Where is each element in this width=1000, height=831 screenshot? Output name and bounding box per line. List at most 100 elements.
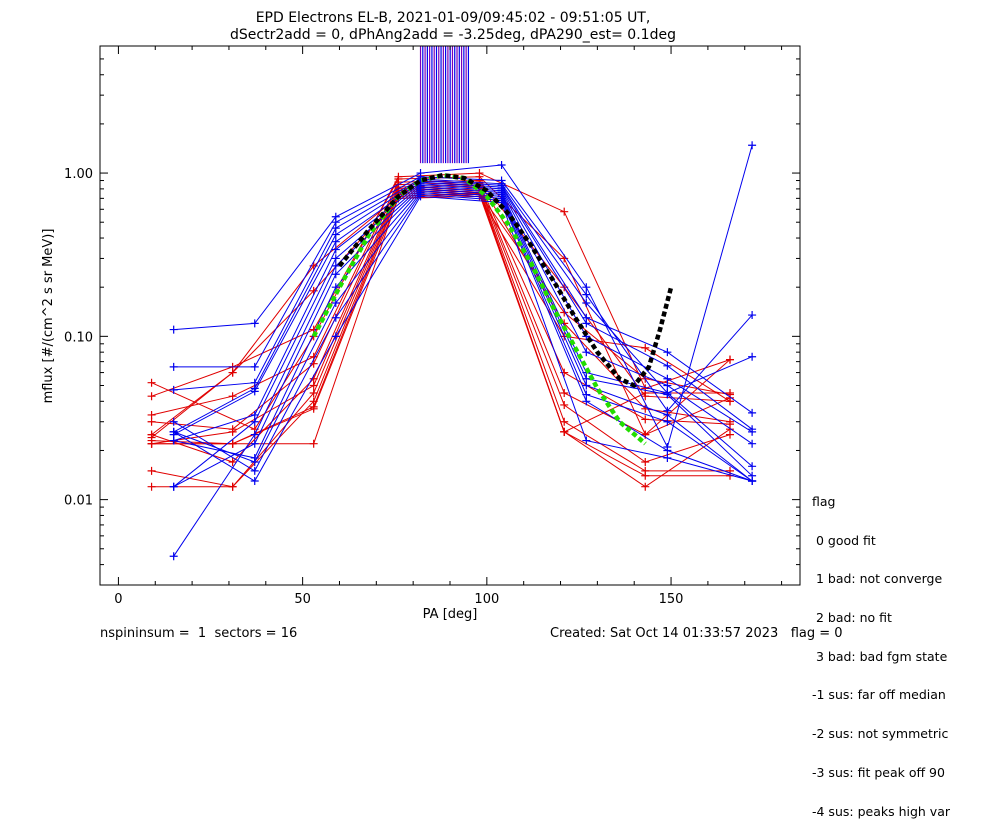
red-data-point (147, 392, 156, 401)
blue-data-point (748, 352, 757, 361)
blue-data-point (250, 417, 259, 426)
blue-data-point (250, 319, 259, 328)
blue-data-point (331, 299, 340, 308)
red-series-line (151, 191, 731, 488)
blue-data-point (663, 381, 672, 390)
y-tick-label: 0.10 (64, 330, 93, 345)
blue-data-point (663, 453, 672, 462)
red-data-point (726, 425, 734, 434)
blue-data-point (169, 427, 178, 436)
red-data-point (560, 427, 569, 436)
chart: EPD Electrons EL-B, 2021-01-09/09:45:02 … (41, 10, 801, 622)
blue-data-point (582, 348, 591, 357)
blue-data-point (663, 348, 672, 357)
x-tick-label: 0 (114, 592, 122, 607)
red-data-point (309, 404, 318, 413)
blue-series-line (173, 188, 753, 488)
blue-data-point (169, 362, 178, 371)
red-series-line (151, 193, 730, 445)
legend-item: -3 sus: fit peak off 90 (812, 764, 945, 780)
blue-data-point (582, 283, 591, 292)
red-data-point (228, 482, 237, 491)
legend-item: 1 bad: not converge (812, 571, 943, 587)
red-data-point (228, 427, 237, 436)
red-series-line (151, 184, 731, 445)
red-data-point (147, 482, 156, 491)
blue-data-point (582, 299, 591, 308)
blue-data-point (331, 230, 340, 239)
footer-created-info: Created: Sat Oct 14 01:33:57 2023 flag =… (550, 626, 843, 641)
red-data-point (560, 417, 569, 426)
flag-legend: flag 0 good fit 1 bad: not converge 2 ba… (812, 470, 950, 831)
red-data-point (641, 415, 650, 424)
blue-series-line (173, 181, 753, 436)
y-tick-label: 1.00 (64, 167, 93, 182)
red-data-point (147, 466, 156, 475)
blue-data-point (250, 457, 259, 466)
blue-data-point (331, 245, 340, 254)
red-series-line (151, 192, 731, 435)
red-data-point (228, 368, 237, 377)
red-series-line (151, 179, 731, 416)
blue-data-point (663, 361, 672, 370)
blue-data-point (250, 439, 259, 448)
blue-data-point (748, 408, 757, 417)
red-data-point (309, 388, 318, 397)
blue-data-point (250, 387, 259, 396)
red-data-point (641, 343, 650, 352)
blue-data-point (250, 410, 259, 419)
legend-item: -2 sus: not symmetric (812, 726, 949, 742)
blue-data-point (331, 261, 340, 270)
blue-data-point (748, 439, 757, 448)
red-series-line (151, 195, 731, 438)
blue-data-point (748, 311, 757, 320)
blue-data-point (331, 270, 340, 279)
red-data-point (560, 368, 569, 377)
data-layer (147, 46, 757, 561)
blue-data-point (748, 427, 757, 436)
legend-title: flag (812, 493, 836, 509)
legend-item: -1 sus: far off median (812, 687, 946, 703)
red-data-point (309, 286, 318, 295)
blue-series-line (173, 190, 753, 482)
blue-data-point (582, 319, 591, 328)
blue-data-point (663, 390, 672, 399)
red-series-line (151, 181, 731, 430)
red-series-line (151, 188, 730, 488)
red-data-point (228, 392, 237, 401)
blue-data-point (169, 325, 178, 334)
x-tick-label: 150 (659, 592, 684, 607)
median-fit-curve (337, 172, 674, 388)
blue-series-line (173, 186, 753, 557)
blue-data-point (169, 482, 178, 491)
blue-data-point (582, 397, 591, 406)
red-data-point (147, 417, 156, 426)
blue-data-point (250, 362, 259, 371)
red-data-point (228, 439, 237, 448)
blue-data-point (663, 417, 672, 426)
blue-data-point (748, 462, 757, 471)
blue-data-point (748, 141, 757, 150)
legend-item: -4 sus: peaks high var (812, 803, 951, 819)
red-series-line (151, 172, 731, 430)
blue-data-point (582, 381, 591, 390)
blue-data-point (331, 313, 340, 322)
red-data-point (560, 207, 569, 216)
blue-data-point (250, 430, 259, 439)
blue-series-line (173, 184, 753, 488)
x-tick-label: 50 (294, 592, 311, 607)
x-axis-label: PA [deg] (423, 607, 478, 622)
red-data-point (228, 457, 237, 466)
y-tick-label: 0.01 (64, 494, 93, 509)
blue-data-point (169, 385, 178, 394)
blue-data-point (169, 552, 178, 561)
red-data-point (641, 457, 650, 466)
footer-spin-info: nspininsum = 1 sectors = 16 (100, 626, 298, 641)
blue-data-point (331, 332, 340, 341)
red-data-point (147, 410, 156, 419)
blue-series-line (173, 183, 753, 442)
red-data-point (726, 355, 734, 364)
blue-data-point (663, 446, 672, 455)
blue-data-point (497, 161, 506, 170)
blue-data-point (331, 254, 340, 263)
